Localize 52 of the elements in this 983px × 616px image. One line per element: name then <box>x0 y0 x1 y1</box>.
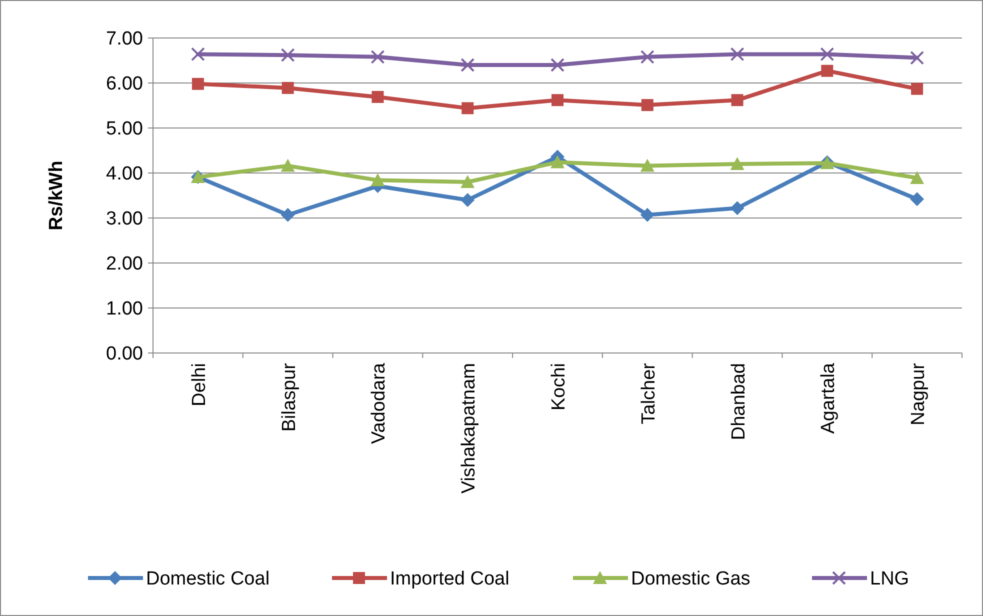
point <box>910 192 924 206</box>
legend-label: Domestic Coal <box>146 568 270 590</box>
point <box>550 58 564 72</box>
x-tick-label: Kochi <box>548 363 570 411</box>
point <box>462 102 474 114</box>
point <box>282 82 294 94</box>
point <box>731 94 744 106</box>
x-tick-label: Delhi <box>188 363 210 406</box>
point <box>552 94 564 106</box>
legend-label: Imported Coal <box>390 568 510 590</box>
point <box>280 208 295 222</box>
point <box>730 47 744 62</box>
point <box>910 170 924 184</box>
y-tick-label: 0.00 <box>106 344 143 365</box>
legend-label: Domestic Gas <box>631 568 750 590</box>
point <box>641 99 654 112</box>
y-tick-label: 5.00 <box>106 118 143 140</box>
point <box>460 193 475 207</box>
point <box>730 157 744 170</box>
y-tick-label: 6.00 <box>106 74 143 95</box>
point <box>640 208 654 222</box>
y-tick-label: 7.00 <box>106 28 143 50</box>
point <box>460 175 475 188</box>
y-axis-title: Rs/kWh <box>46 160 67 230</box>
x-tick-label: Dhanbad <box>728 363 750 440</box>
x-tick-label: Vishakapatnam <box>458 363 480 494</box>
point <box>730 201 744 216</box>
point <box>821 64 834 77</box>
point <box>910 50 924 65</box>
point <box>460 58 475 72</box>
point <box>192 78 204 90</box>
point <box>370 173 385 186</box>
point <box>640 50 654 64</box>
x-tick-label: Agartala <box>818 362 840 434</box>
point <box>370 50 385 64</box>
point <box>820 47 834 62</box>
legend-label: LNG <box>870 568 910 590</box>
y-tick-label: 2.00 <box>106 254 143 275</box>
y-tick-label: 4.00 <box>106 164 143 185</box>
x-tick-label: Nagpur <box>908 362 930 426</box>
point <box>640 158 654 172</box>
y-tick-label: 1.00 <box>106 298 143 320</box>
y-tick-label: 3.00 <box>106 208 143 230</box>
x-tick-label: Vadodara <box>368 362 390 444</box>
x-tick-label: Bilaspur <box>278 362 300 432</box>
point <box>372 90 384 103</box>
point <box>280 158 295 172</box>
point <box>911 82 924 95</box>
point <box>550 155 564 168</box>
point <box>190 47 205 62</box>
point <box>280 48 295 62</box>
x-tick-label: Talcher <box>638 362 660 424</box>
